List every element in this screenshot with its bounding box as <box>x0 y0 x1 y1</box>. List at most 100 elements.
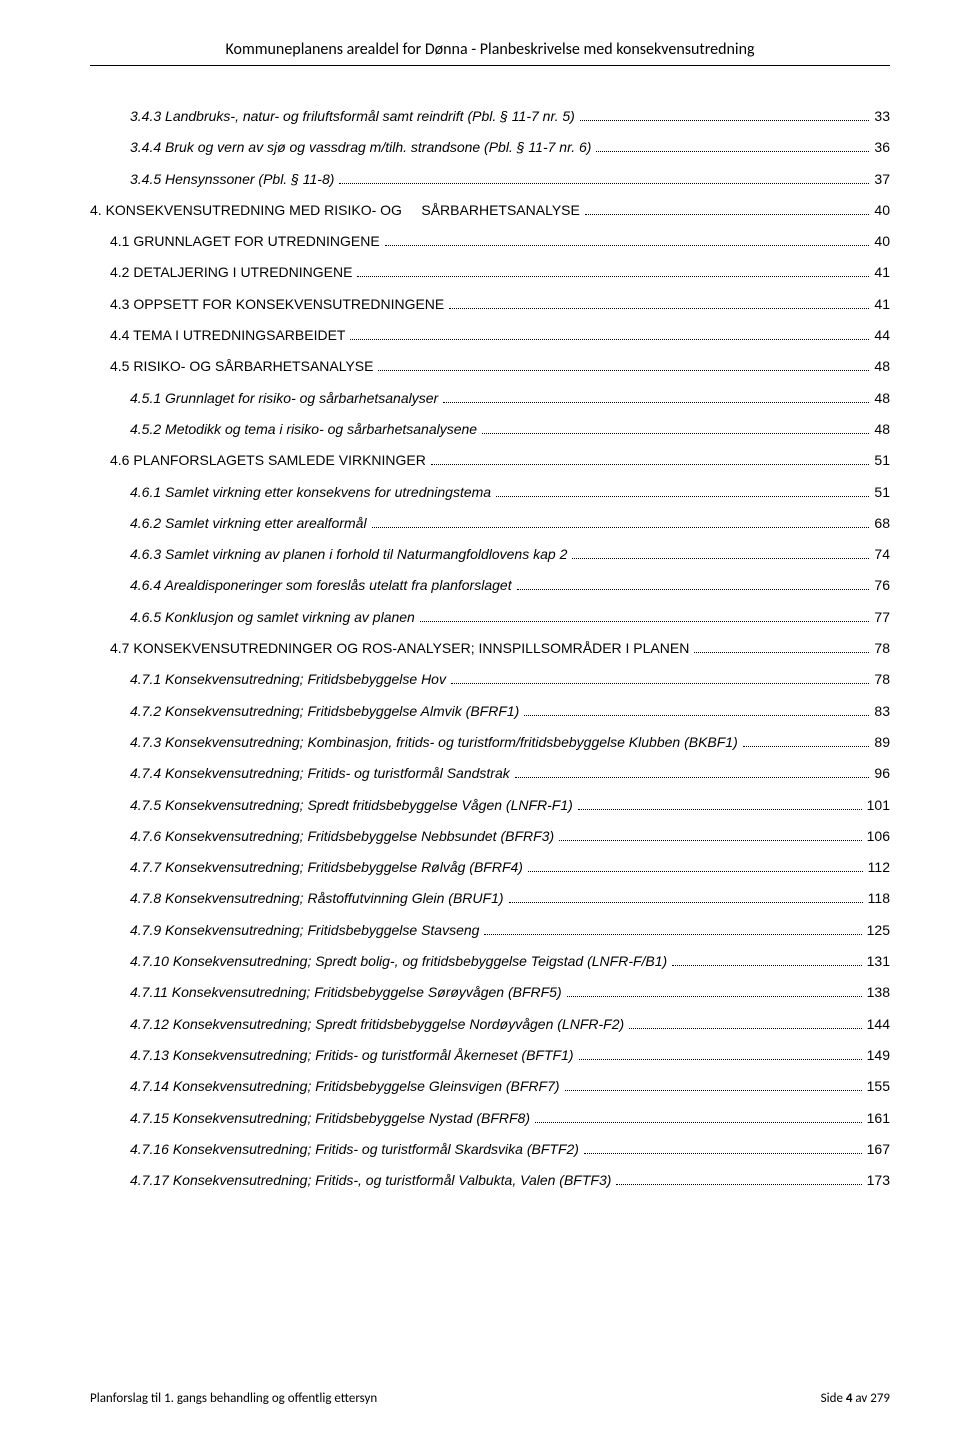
toc-leader-dots <box>339 183 869 184</box>
toc-entry: 4.2 DETALJERING I UTREDNINGENE41 <box>90 262 890 282</box>
footer-left-text: Planforslag til 1. gangs behandling og o… <box>90 1391 377 1406</box>
toc-entry: 4.7.13 Konsekvensutredning; Fritids- og … <box>90 1045 890 1065</box>
page-footer: Planforslag til 1. gangs behandling og o… <box>90 1391 890 1406</box>
toc-entry-label: 4.6.2 Samlet virkning etter arealformål <box>130 513 369 533</box>
toc-entry-page: 36 <box>872 137 890 157</box>
toc-entry-label: 4.7.2 Konsekvensutredning; Fritidsbebygg… <box>130 701 521 721</box>
toc-entry-page: 74 <box>872 544 890 564</box>
toc-entry: 4.7.5 Konsekvensutredning; Spredt fritid… <box>90 795 890 815</box>
toc-entry-label: 4.5.1 Grunnlaget for risiko- og sårbarhe… <box>130 388 440 408</box>
toc-entry-label: 4.7.12 Konsekvensutredning; Spredt friti… <box>130 1014 626 1034</box>
toc-entry-page: 96 <box>872 763 890 783</box>
toc-entry-page: 149 <box>865 1045 890 1065</box>
toc-leader-dots <box>565 1090 862 1091</box>
toc-entry-page: 37 <box>872 169 890 189</box>
toc-entry-label: 4.1 GRUNNLAGET FOR UTREDNINGENE <box>110 231 382 251</box>
toc-entry: 4.5.2 Metodikk og tema i risiko- og sårb… <box>90 419 890 439</box>
footer-suffix: av 279 <box>852 1391 890 1406</box>
toc-entry-label: 4.4 TEMA I UTREDNINGSARBEIDET <box>110 325 347 345</box>
toc-leader-dots <box>629 1028 861 1029</box>
toc-entry-label: 4.7.13 Konsekvensutredning; Fritids- og … <box>130 1045 576 1065</box>
toc-entry: 3.4.4 Bruk og vern av sjø og vassdrag m/… <box>90 137 890 157</box>
toc-entry: 4.7.4 Konsekvensutredning; Fritids- og t… <box>90 763 890 783</box>
toc-leader-dots <box>350 339 869 340</box>
toc-entry-label: 3.4.4 Bruk og vern av sjø og vassdrag m/… <box>130 137 593 157</box>
toc-entry-page: 155 <box>865 1076 890 1096</box>
toc-entry-page: 125 <box>865 920 890 940</box>
toc-entry-page: 144 <box>865 1014 890 1034</box>
toc-entry-label: 4.7.16 Konsekvensutredning; Fritids- og … <box>130 1139 581 1159</box>
toc-entry-page: 33 <box>872 106 890 126</box>
toc-entry-page: 40 <box>872 200 890 220</box>
toc-entry: 4.7.10 Konsekvensutredning; Spredt bolig… <box>90 951 890 971</box>
toc-leader-dots <box>524 715 869 716</box>
toc-entry: 4. KONSEKVENSUTREDNING MED RISIKO- OG SÅ… <box>90 200 890 220</box>
toc-leader-dots <box>528 871 863 872</box>
toc-leader-dots <box>509 902 863 903</box>
toc-entry: 4.6.2 Samlet virkning etter arealformål6… <box>90 513 890 533</box>
toc-entry: 4.1 GRUNNLAGET FOR UTREDNINGENE40 <box>90 231 890 251</box>
toc-entry-label: 4.7.4 Konsekvensutredning; Fritids- og t… <box>130 763 512 783</box>
toc-entry-label: 4.7 KONSEKVENSUTREDNINGER OG ROS-ANALYSE… <box>110 638 691 658</box>
toc-entry: 4.7.12 Konsekvensutredning; Spredt friti… <box>90 1014 890 1034</box>
toc-entry-page: 167 <box>865 1139 890 1159</box>
toc-entry-page: 112 <box>866 857 890 877</box>
toc-entry-page: 51 <box>872 450 890 470</box>
toc-entry: 4.3 OPPSETT FOR KONSEKVENSUTREDNINGENE41 <box>90 294 890 314</box>
toc-entry-page: 48 <box>872 419 890 439</box>
toc-entry: 4.6.5 Konklusjon og samlet virkning av p… <box>90 607 890 627</box>
toc-entry-label: 4. KONSEKVENSUTREDNING MED RISIKO- OG SÅ… <box>90 200 582 220</box>
toc-entry: 4.7 KONSEKVENSUTREDNINGER OG ROS-ANALYSE… <box>90 638 890 658</box>
toc-entry: 4.6.3 Samlet virkning av planen i forhol… <box>90 544 890 564</box>
toc-leader-dots <box>515 777 870 778</box>
toc-entry: 4.7.2 Konsekvensutredning; Fritidsbebygg… <box>90 701 890 721</box>
toc-entry-page: 41 <box>872 294 890 314</box>
toc-entry: 4.7.1 Konsekvensutredning; Fritidsbebygg… <box>90 669 890 689</box>
toc-entry-label: 3.4.5 Hensynssoner (Pbl. § 11-8) <box>130 169 336 189</box>
toc-leader-dots <box>572 558 869 559</box>
toc-entry-label: 4.7.5 Konsekvensutredning; Spredt fritid… <box>130 795 575 815</box>
footer-right-text: Side 4 av 279 <box>821 1391 890 1406</box>
toc-entry: 4.7.15 Konsekvensutredning; Fritidsbebyg… <box>90 1108 890 1128</box>
toc-leader-dots <box>585 214 870 215</box>
toc-entry: 4.7.9 Konsekvensutredning; Fritidsbebygg… <box>90 920 890 940</box>
toc-entry: 4.5.1 Grunnlaget for risiko- og sårbarhe… <box>90 388 890 408</box>
toc-entry-label: 4.6 PLANFORSLAGETS SAMLEDE VIRKNINGER <box>110 450 428 470</box>
toc-entry-label: 4.6.3 Samlet virkning av planen i forhol… <box>130 544 569 564</box>
toc-entry: 4.7.6 Konsekvensutredning; Fritidsbebygg… <box>90 826 890 846</box>
toc-leader-dots <box>596 151 869 152</box>
toc-entry-page: 101 <box>865 795 890 815</box>
toc-entry: 4.5 RISIKO- OG SÅRBARHETSANALYSE 48 <box>90 356 890 376</box>
toc-entry-label: 4.5 RISIKO- OG SÅRBARHETSANALYSE <box>110 356 375 376</box>
toc-entry: 4.6.1 Samlet virkning etter konsekvens f… <box>90 482 890 502</box>
toc-leader-dots <box>580 120 870 121</box>
toc-leader-dots <box>378 370 869 371</box>
toc-entry-label: 4.2 DETALJERING I UTREDNINGENE <box>110 262 354 282</box>
toc-entry-page: 76 <box>872 575 890 595</box>
toc-entry-label: 4.7.8 Konsekvensutredning; Råstoffutvinn… <box>130 888 506 908</box>
toc-leader-dots <box>584 1153 862 1154</box>
toc-leader-dots <box>482 433 869 434</box>
toc-leader-dots <box>579 1059 862 1060</box>
toc-entry-page: 48 <box>872 356 890 376</box>
header-title: Kommuneplanens arealdel for Dønna - Plan… <box>225 40 754 59</box>
toc-entry-page: 89 <box>872 732 890 752</box>
toc-entry: 4.7.3 Konsekvensutredning; Kombinasjon, … <box>90 732 890 752</box>
table-of-contents: 3.4.3 Landbruks-, natur- og friluftsform… <box>90 106 890 1190</box>
toc-leader-dots <box>385 245 870 246</box>
toc-entry-label: 4.5.2 Metodikk og tema i risiko- og sårb… <box>130 419 479 439</box>
toc-entry-label: 4.7.10 Konsekvensutredning; Spredt bolig… <box>130 951 669 971</box>
toc-leader-dots <box>420 621 870 622</box>
toc-leader-dots <box>357 276 869 277</box>
toc-leader-dots <box>672 965 861 966</box>
footer-prefix: Side <box>821 1391 846 1406</box>
toc-entry-label: 4.7.9 Konsekvensutredning; Fritidsbebygg… <box>130 920 481 940</box>
toc-entry: 4.7.16 Konsekvensutredning; Fritids- og … <box>90 1139 890 1159</box>
toc-leader-dots <box>694 652 869 653</box>
toc-leader-dots <box>578 809 862 810</box>
toc-entry-page: 161 <box>865 1108 890 1128</box>
toc-entry-label: 3.4.3 Landbruks-, natur- og friluftsform… <box>130 106 577 126</box>
toc-leader-dots <box>567 996 862 997</box>
toc-entry-page: 44 <box>872 325 890 345</box>
toc-leader-dots <box>616 1184 861 1185</box>
